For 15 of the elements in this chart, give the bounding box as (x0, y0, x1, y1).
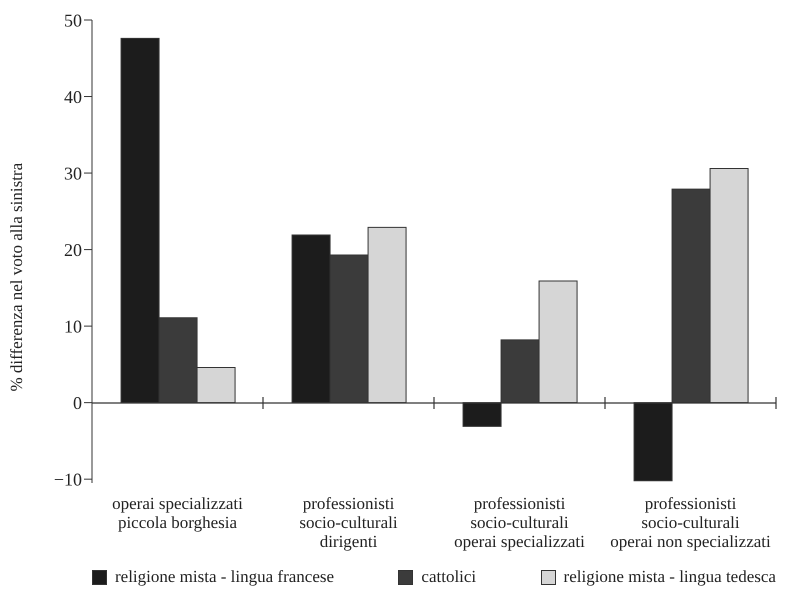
y-tick-label: −10 (54, 470, 82, 490)
legend-label: religione mista - lingua tedesca (562, 567, 776, 587)
y-tick-label: 20 (64, 240, 82, 260)
x-tick-label: professionisti socio-culturali operai specializzati (454, 494, 586, 551)
x-tick-label: operai specializzati piccola borghesia (112, 494, 244, 532)
legend-label: cattolici (420, 567, 476, 587)
y-axis-title: % differenza nel voto alla sinistra (7, 162, 26, 392)
y-tick-label: 40 (64, 86, 82, 107)
x-tick-label: professionisti socio-culturali dirigenti (299, 494, 398, 551)
y-tick-label: 0 (73, 393, 82, 414)
y-tick-label: 30 (64, 163, 82, 184)
y-tick-label: 10 (64, 316, 82, 337)
legend-label: religione mista - lingua francese (114, 567, 334, 587)
y-tick-label: 50 (64, 10, 82, 30)
x-tick-label: professionisti socio-culturali operai non specializzati (610, 494, 772, 551)
